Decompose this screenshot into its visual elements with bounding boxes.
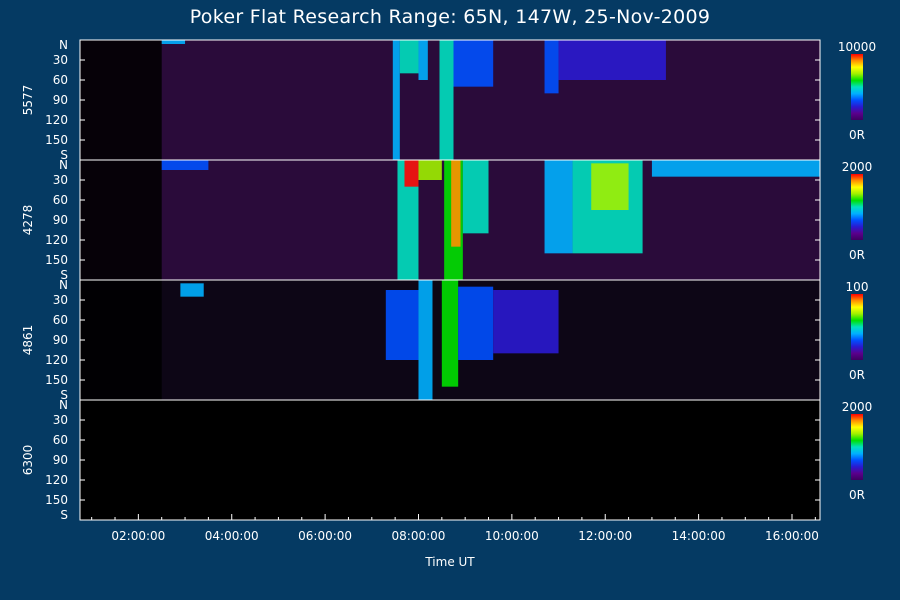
panel-6300-ytick-label: 60 [53, 433, 68, 447]
panel-4861-emission-block [385, 290, 419, 360]
panel-4278-ytick-label: 120 [45, 233, 68, 247]
panel-5577-ytick-label: 90 [53, 93, 68, 107]
x-tick-label: 10:00:00 [485, 529, 539, 543]
panel-6300-ytick-label: N [59, 398, 68, 412]
panel-5577-ytick-label: N [59, 38, 68, 52]
panel-4861-no-data-region [80, 280, 162, 400]
panel-5577-emission-block [558, 40, 666, 80]
panel-4278-emission-block [397, 160, 419, 280]
panel-5577-no-data-region [80, 40, 162, 160]
panel-4861-wavelength-label: 4861 [21, 325, 35, 356]
panel-5577-emission-block [453, 40, 494, 87]
panel-5577-emission-block [392, 40, 400, 160]
panel-5577-emission-block [399, 40, 419, 74]
panel-4861-emission-block [458, 286, 494, 360]
panel-4861-ytick-label: N [59, 278, 68, 292]
panel-4278-colorbar [851, 174, 863, 240]
panel-4278-no-data-region [80, 160, 162, 280]
panel-5577-emission-block [161, 40, 186, 44]
panel-4278-colorbar-min-label: 0R [849, 248, 865, 262]
panel-6300-ytick-label: 30 [53, 413, 68, 427]
panel-5577-emission-block [418, 40, 428, 80]
x-tick-label: 16:00:00 [765, 529, 819, 543]
panel-4861-ytick-label: 30 [53, 293, 68, 307]
panel-5577-ytick-label: S [60, 148, 68, 162]
panel-4861-ytick-label: 120 [45, 353, 68, 367]
panel-5577-ytick-label: 30 [53, 53, 68, 67]
panel-4278-emission-block [161, 160, 209, 170]
panel-4861-emission-block [180, 283, 204, 297]
panel-4861-colorbar [851, 294, 863, 360]
panel-4278-emission-block [591, 163, 629, 210]
panel-4278-ytick-label: 30 [53, 173, 68, 187]
x-tick-label: 08:00:00 [392, 529, 446, 543]
panel-6300-ytick-label: 90 [53, 453, 68, 467]
x-tick-label: 14:00:00 [672, 529, 726, 543]
panel-5577-ytick-label: 60 [53, 73, 68, 87]
panel-5577-ytick-label: 150 [45, 133, 68, 147]
panel-5577-emission-block [439, 40, 454, 160]
panel-4278-ytick-label: S [60, 268, 68, 282]
panel-4278-emission-block [462, 160, 489, 234]
x-tick-label: 06:00:00 [298, 529, 352, 543]
x-axis-label: Time UT [425, 555, 475, 569]
panel-4861-ytick-label: 90 [53, 333, 68, 347]
panel-6300-colorbar-min-label: 0R [849, 488, 865, 502]
panel-5577-emission-block [544, 40, 559, 94]
panel-6300-ytick-label: S [60, 508, 68, 522]
panel-5577-colorbar-max-label: 10000 [838, 40, 876, 54]
panel-4861-emission-block [493, 290, 559, 354]
panel-6300-background [80, 400, 820, 520]
panel-4278-ytick-label: N [59, 158, 68, 172]
panel-5577-colorbar [851, 54, 863, 120]
panel-4861-colorbar-max-label: 100 [846, 280, 869, 294]
panel-4278-emission-block [418, 160, 442, 180]
x-tick-label: 04:00:00 [205, 529, 259, 543]
panel-6300-wavelength-label: 6300 [21, 445, 35, 476]
panel-4861-ytick-label: S [60, 388, 68, 402]
panel-4278-emission-block [544, 160, 573, 254]
x-tick-label: 12:00:00 [578, 529, 632, 543]
panel-6300-colorbar-max-label: 2000 [842, 400, 873, 414]
panel-4278-ytick-label: 150 [45, 253, 68, 267]
panel-4861-emission-block [418, 280, 433, 400]
panel-4861-colorbar-min-label: 0R [849, 368, 865, 382]
panel-4278-ytick-label: 90 [53, 213, 68, 227]
panel-4278-emission-block [651, 160, 820, 177]
panel-6300-colorbar [851, 414, 863, 480]
x-tick-label: 02:00:00 [111, 529, 165, 543]
panel-4278-colorbar-max-label: 2000 [842, 160, 873, 174]
panel-6300-ytick-label: 120 [45, 473, 68, 487]
panel-5577-colorbar-min-label: 0R [849, 128, 865, 142]
panel-6300-ytick-label: 150 [45, 493, 68, 507]
panel-4278-ytick-label: 60 [53, 193, 68, 207]
panel-5577-ytick-label: 120 [45, 113, 68, 127]
chart-title: Poker Flat Research Range: 65N, 147W, 25… [189, 6, 711, 28]
panel-5577-wavelength-label: 5577 [21, 85, 35, 116]
panel-4861-ytick-label: 150 [45, 373, 68, 387]
panel-4861-ytick-label: 60 [53, 313, 68, 327]
panel-4278-emission-block [404, 160, 419, 187]
panel-4861-emission-block [441, 280, 459, 387]
panel-4278-wavelength-label: 4278 [21, 205, 35, 236]
panel-6300-no-data-region [80, 400, 162, 520]
panel-4278-emission-block [451, 160, 461, 247]
